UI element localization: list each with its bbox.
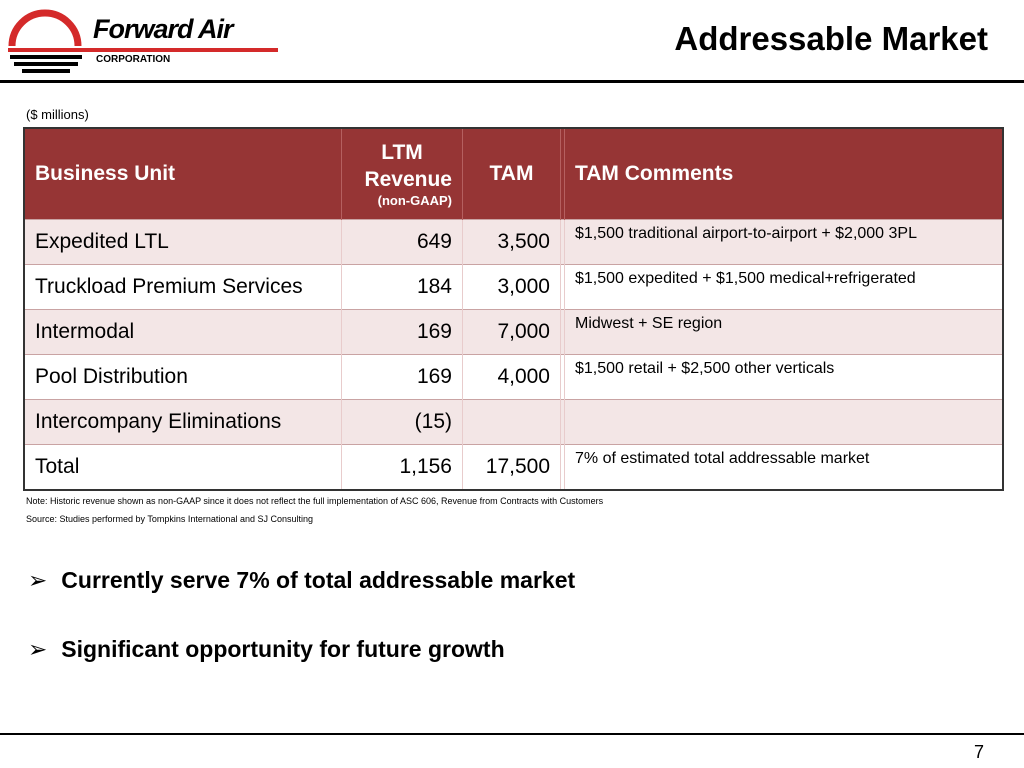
cell-business-unit: Truckload Premium Services [24,264,342,310]
bullet-text: Currently serve 7% of total addressable … [61,567,576,593]
table-row: Intercompany Eliminations (15) [24,399,1004,445]
cell-ltm-revenue: 169 [341,354,463,400]
cell-spacer [560,444,565,490]
cell-tam [462,399,561,445]
cell-tam: 3,000 [462,264,561,310]
slide-content: ($ millions) Business Unit LTM Revenue (no… [23,106,1004,664]
header-tam: TAM [462,128,561,220]
header-business-unit: Business Unit [24,128,342,220]
cell-business-unit: Expedited LTL [24,219,342,265]
page-title: Addressable Market [674,20,988,57]
table-row: Intermodal 169 7,000 Midwest + SE region [24,309,1004,355]
cell-spacer [560,399,565,445]
header-tam-comments: TAM Comments [564,128,1004,220]
cell-tam-comment: $1,500 traditional airport-to-airport + … [564,219,1004,265]
header-ltm-line1: LTM [381,140,423,164]
cell-business-unit: Pool Distribution [24,354,342,400]
cell-tam-comment: $1,500 expedited + $1,500 medical+refrig… [564,264,1004,310]
arrow-bullet-icon: ➢ [28,567,48,593]
bullet-item: ➢ Significant opportunity for future grow… [28,634,1004,664]
cell-ltm-revenue: 649 [341,219,463,265]
cell-tam: 4,000 [462,354,561,400]
cell-tam-comment: Midwest + SE region [564,309,1004,355]
company-logo: Forward Air CORPORATION [8,6,278,76]
table-row: Total 1,156 17,500 7% of estimated total ad… [24,444,1004,490]
market-table: Business Unit LTM Revenue (non-GAAP) TAM T… [23,127,1004,491]
table-row: Expedited LTL 649 3,500 $1,500 traditional … [24,219,1004,265]
cell-spacer [560,264,565,310]
arrow-bullet-icon: ➢ [28,636,48,662]
source-note: Source: Studies performed by Tompkins In… [26,514,313,524]
logo-sun-icon [8,9,278,73]
cell-tam: 3,500 [462,219,561,265]
cell-tam-comment: 7% of estimated total addressable market [564,444,1004,490]
header-divider [0,80,1024,83]
table-header-row: Business Unit LTM Revenue (non-GAAP) TAM T… [24,128,1004,220]
table-row: Pool Distribution 169 4,000 $1,500 retail +… [24,354,1004,400]
cell-spacer [560,219,565,265]
cell-business-unit: Total [24,444,342,490]
cell-ltm-revenue: 1,156 [341,444,463,490]
cell-spacer [560,354,565,400]
bullet-item: ➢ Currently serve 7% of total addressable… [28,565,1004,595]
bullet-text: Significant opportunity for future growt… [61,636,505,662]
cell-spacer [560,309,565,355]
cell-ltm-revenue: (15) [341,399,463,445]
logo-text: Forward Air [93,14,234,44]
cell-tam-comment [564,399,1004,445]
footer-divider [0,733,1024,735]
cell-ltm-revenue: 169 [341,309,463,355]
cell-tam: 17,500 [462,444,561,490]
units-label: ($ millions) [26,107,89,122]
header-spacer [560,128,565,220]
cell-tam: 7,000 [462,309,561,355]
header-ltm-line2: Revenue [364,168,452,191]
header-ltm-revenue: LTM Revenue (non-GAAP) [341,128,463,220]
cell-tam-comment: $1,500 retail + $2,500 other verticals [564,354,1004,400]
cell-ltm-revenue: 184 [341,264,463,310]
cell-business-unit: Intermodal [24,309,342,355]
cell-business-unit: Intercompany Eliminations [24,399,342,445]
page-number: 7 [973,742,984,762]
table-row: Truckload Premium Services 184 3,000 $1,500… [24,264,1004,310]
header-ltm-sub: (non-GAAP) [377,193,452,209]
logo-subtext: CORPORATION [96,54,171,65]
footnote: Note: Historic revenue shown as non-GAAP… [26,496,604,506]
